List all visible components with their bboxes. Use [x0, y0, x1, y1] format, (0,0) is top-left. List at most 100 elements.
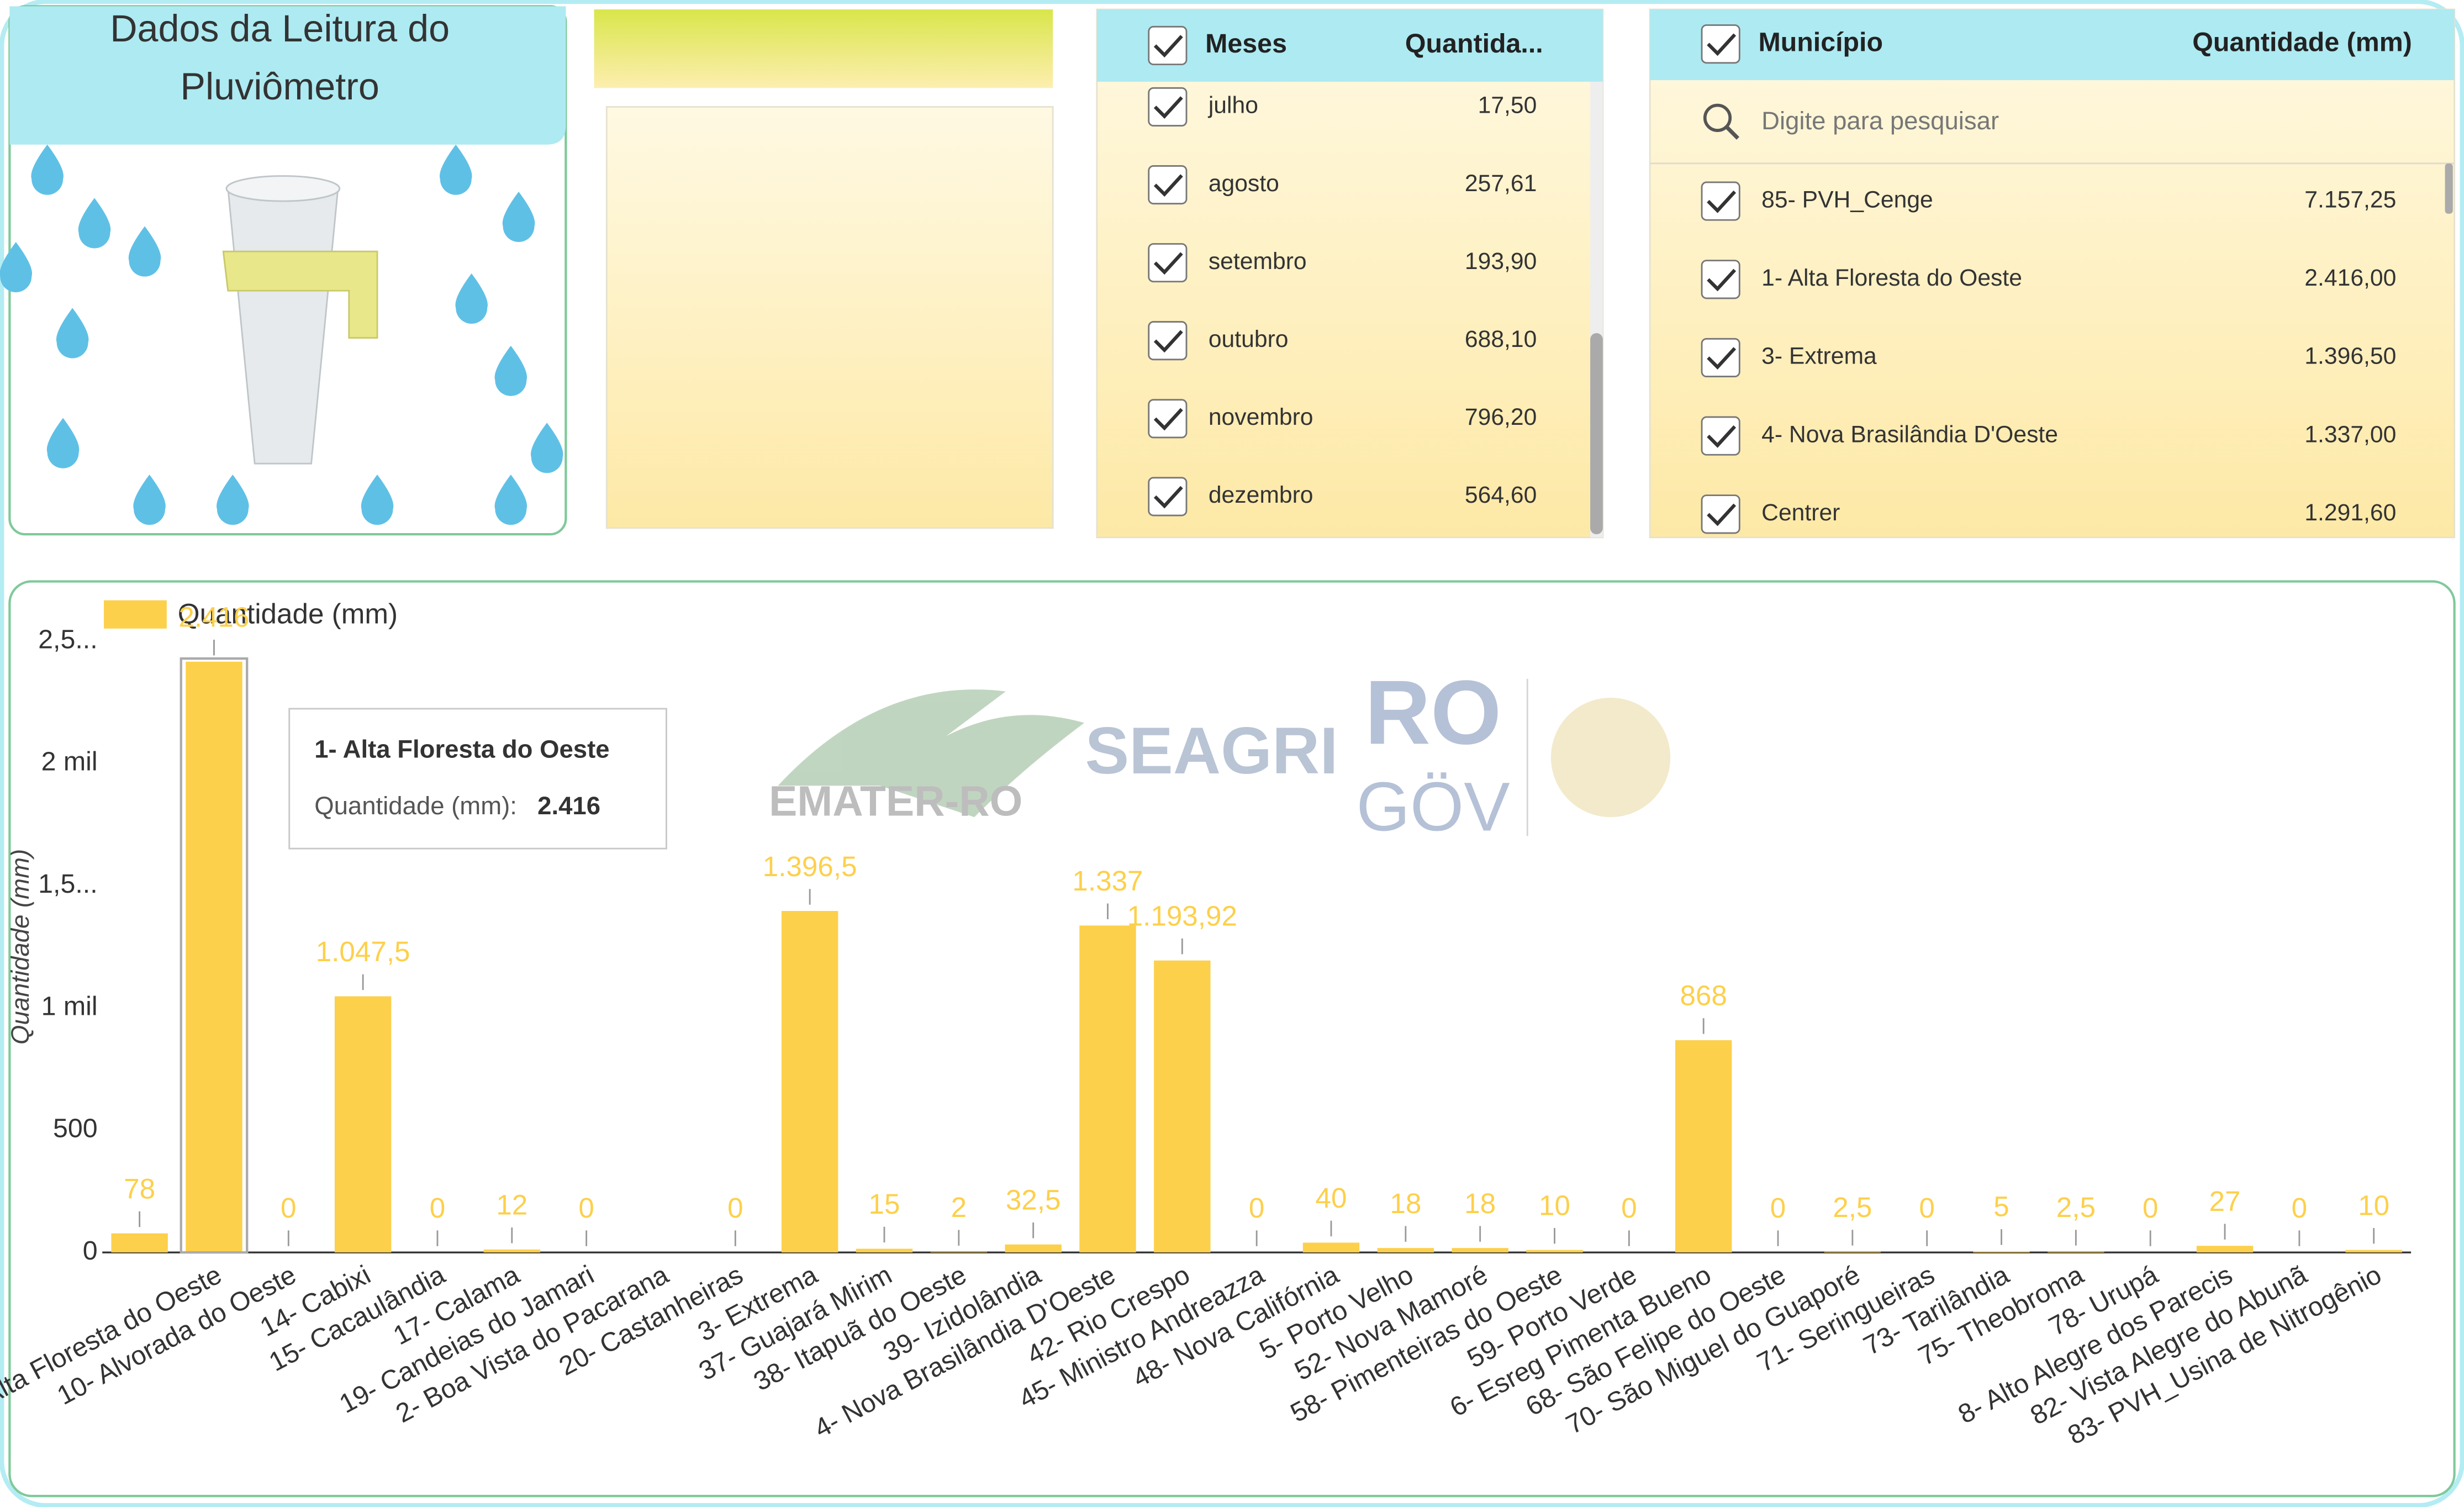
bar [1973, 1251, 2030, 1253]
bar [781, 911, 838, 1253]
item-label: dezembro [1209, 482, 1313, 508]
checkbox[interactable] [1148, 399, 1188, 439]
search-box[interactable]: Digite para pesquisar [1761, 107, 1999, 135]
checkbox[interactable] [1148, 243, 1188, 283]
raindrop [31, 144, 64, 195]
check [1153, 96, 1183, 119]
checkbox[interactable] [1701, 494, 1740, 534]
data-label: 0 [2143, 1192, 2158, 1224]
item-label: outubro [1209, 326, 1289, 352]
item-label: novembro [1209, 404, 1313, 430]
data-label: 5 [1993, 1191, 2009, 1223]
check [1153, 486, 1183, 509]
raindrop [455, 273, 488, 324]
data-label: 12 [496, 1189, 527, 1221]
logo-text: EMATER-RO [769, 778, 1022, 825]
tooltip-label: Quantidade (mm): [314, 792, 517, 820]
item-value: 1.337,00 [2304, 421, 2396, 447]
checkbox[interactable] [1148, 321, 1188, 361]
bar [1005, 1244, 1062, 1253]
data-label: 2 [951, 1192, 967, 1223]
y-axis-title: Quantidade (mm) [6, 849, 34, 1045]
bar [1526, 1250, 1583, 1253]
checkbox[interactable] [1701, 416, 1740, 456]
logo-text: SEAGRI [1085, 714, 1338, 788]
municipality-slicer [1649, 8, 2456, 539]
y-tick-label: 1,5... [38, 869, 97, 899]
check [1707, 425, 1737, 448]
bar [1377, 1248, 1434, 1253]
data-label: 1.337 [1072, 865, 1143, 897]
item-label: setembro [1209, 248, 1307, 275]
raindrop [46, 418, 80, 468]
raindrop [494, 475, 527, 525]
data-label: 0 [578, 1192, 594, 1224]
checkbox[interactable] [1701, 24, 1740, 64]
blank-card [594, 9, 1053, 88]
checkbox[interactable] [1148, 165, 1188, 205]
blank-card [605, 106, 1054, 529]
item-value: 564,60 [1465, 482, 1537, 508]
check [1707, 33, 1737, 56]
bar [1302, 1242, 1360, 1253]
item-value: 257,61 [1465, 170, 1537, 197]
data-label: 0 [1919, 1192, 1934, 1224]
item-label: 3- Extrema [1761, 343, 1877, 370]
data-label: 0 [727, 1192, 743, 1224]
slicer-header [1650, 9, 2455, 81]
check [1153, 252, 1183, 275]
data-label: 0 [2292, 1192, 2307, 1224]
check [1153, 35, 1183, 58]
item-value: 7.157,25 [2304, 186, 2396, 213]
item-label: 85- PVH_Cenge [1761, 186, 1933, 213]
data-label: 40 [1316, 1182, 1347, 1214]
search-icon [1726, 125, 1739, 140]
check [1707, 503, 1737, 526]
scroll-thumb[interactable] [1590, 333, 1603, 535]
checkbox[interactable] [1701, 181, 1740, 221]
selection-outline [180, 657, 249, 1254]
data-label: 78 [124, 1173, 155, 1204]
data-label: 1.193,92 [1127, 900, 1237, 931]
data-label: 18 [1390, 1188, 1421, 1219]
legend-label: Quantidade (mm) [178, 598, 398, 630]
checkbox[interactable] [1701, 260, 1740, 299]
y-tick-label: 0 [83, 1236, 98, 1266]
title-line: Dados da Leitura do [110, 8, 450, 50]
check [1153, 330, 1183, 353]
bar [111, 1233, 168, 1253]
legend-swatch [104, 600, 167, 629]
scroll-thumb[interactable] [2445, 163, 2453, 214]
bar [483, 1249, 541, 1253]
raindrop [494, 345, 527, 396]
data-label: 10 [1539, 1189, 1570, 1221]
item-label: agosto [1209, 170, 1279, 197]
checkbox[interactable] [1148, 25, 1188, 66]
data-label: 18 [1464, 1188, 1496, 1219]
data-label: 32,5 [1006, 1184, 1061, 1216]
check [1707, 268, 1737, 292]
bar [2196, 1246, 2254, 1253]
data-label: 1.047,5 [316, 936, 410, 967]
item-value: 1.396,50 [2304, 343, 2396, 370]
data-label: 0 [1249, 1192, 1264, 1224]
raindrop [133, 475, 166, 525]
checkbox[interactable] [1148, 87, 1188, 127]
title-line: Pluviômetro [180, 66, 379, 108]
tooltip-title: 1- Alta Floresta do Oeste [314, 735, 609, 763]
item-value: 193,90 [1465, 248, 1537, 275]
check [1153, 408, 1183, 431]
checkbox[interactable] [1701, 338, 1740, 377]
checkbox[interactable] [1148, 477, 1188, 517]
data-label: 1.396,5 [763, 851, 857, 882]
data-label: 27 [2209, 1185, 2241, 1217]
slicer-title: Município [1758, 27, 1883, 57]
check [1707, 190, 1737, 213]
slicer-title: Meses [1205, 29, 1287, 59]
bar [2345, 1250, 2402, 1253]
search-icon [1703, 103, 1732, 132]
bar [856, 1248, 913, 1253]
municipality-list: 85- PVH_Cenge 7.157,25 1- Alta Floresta do… [1701, 181, 2396, 534]
bar [334, 996, 392, 1253]
